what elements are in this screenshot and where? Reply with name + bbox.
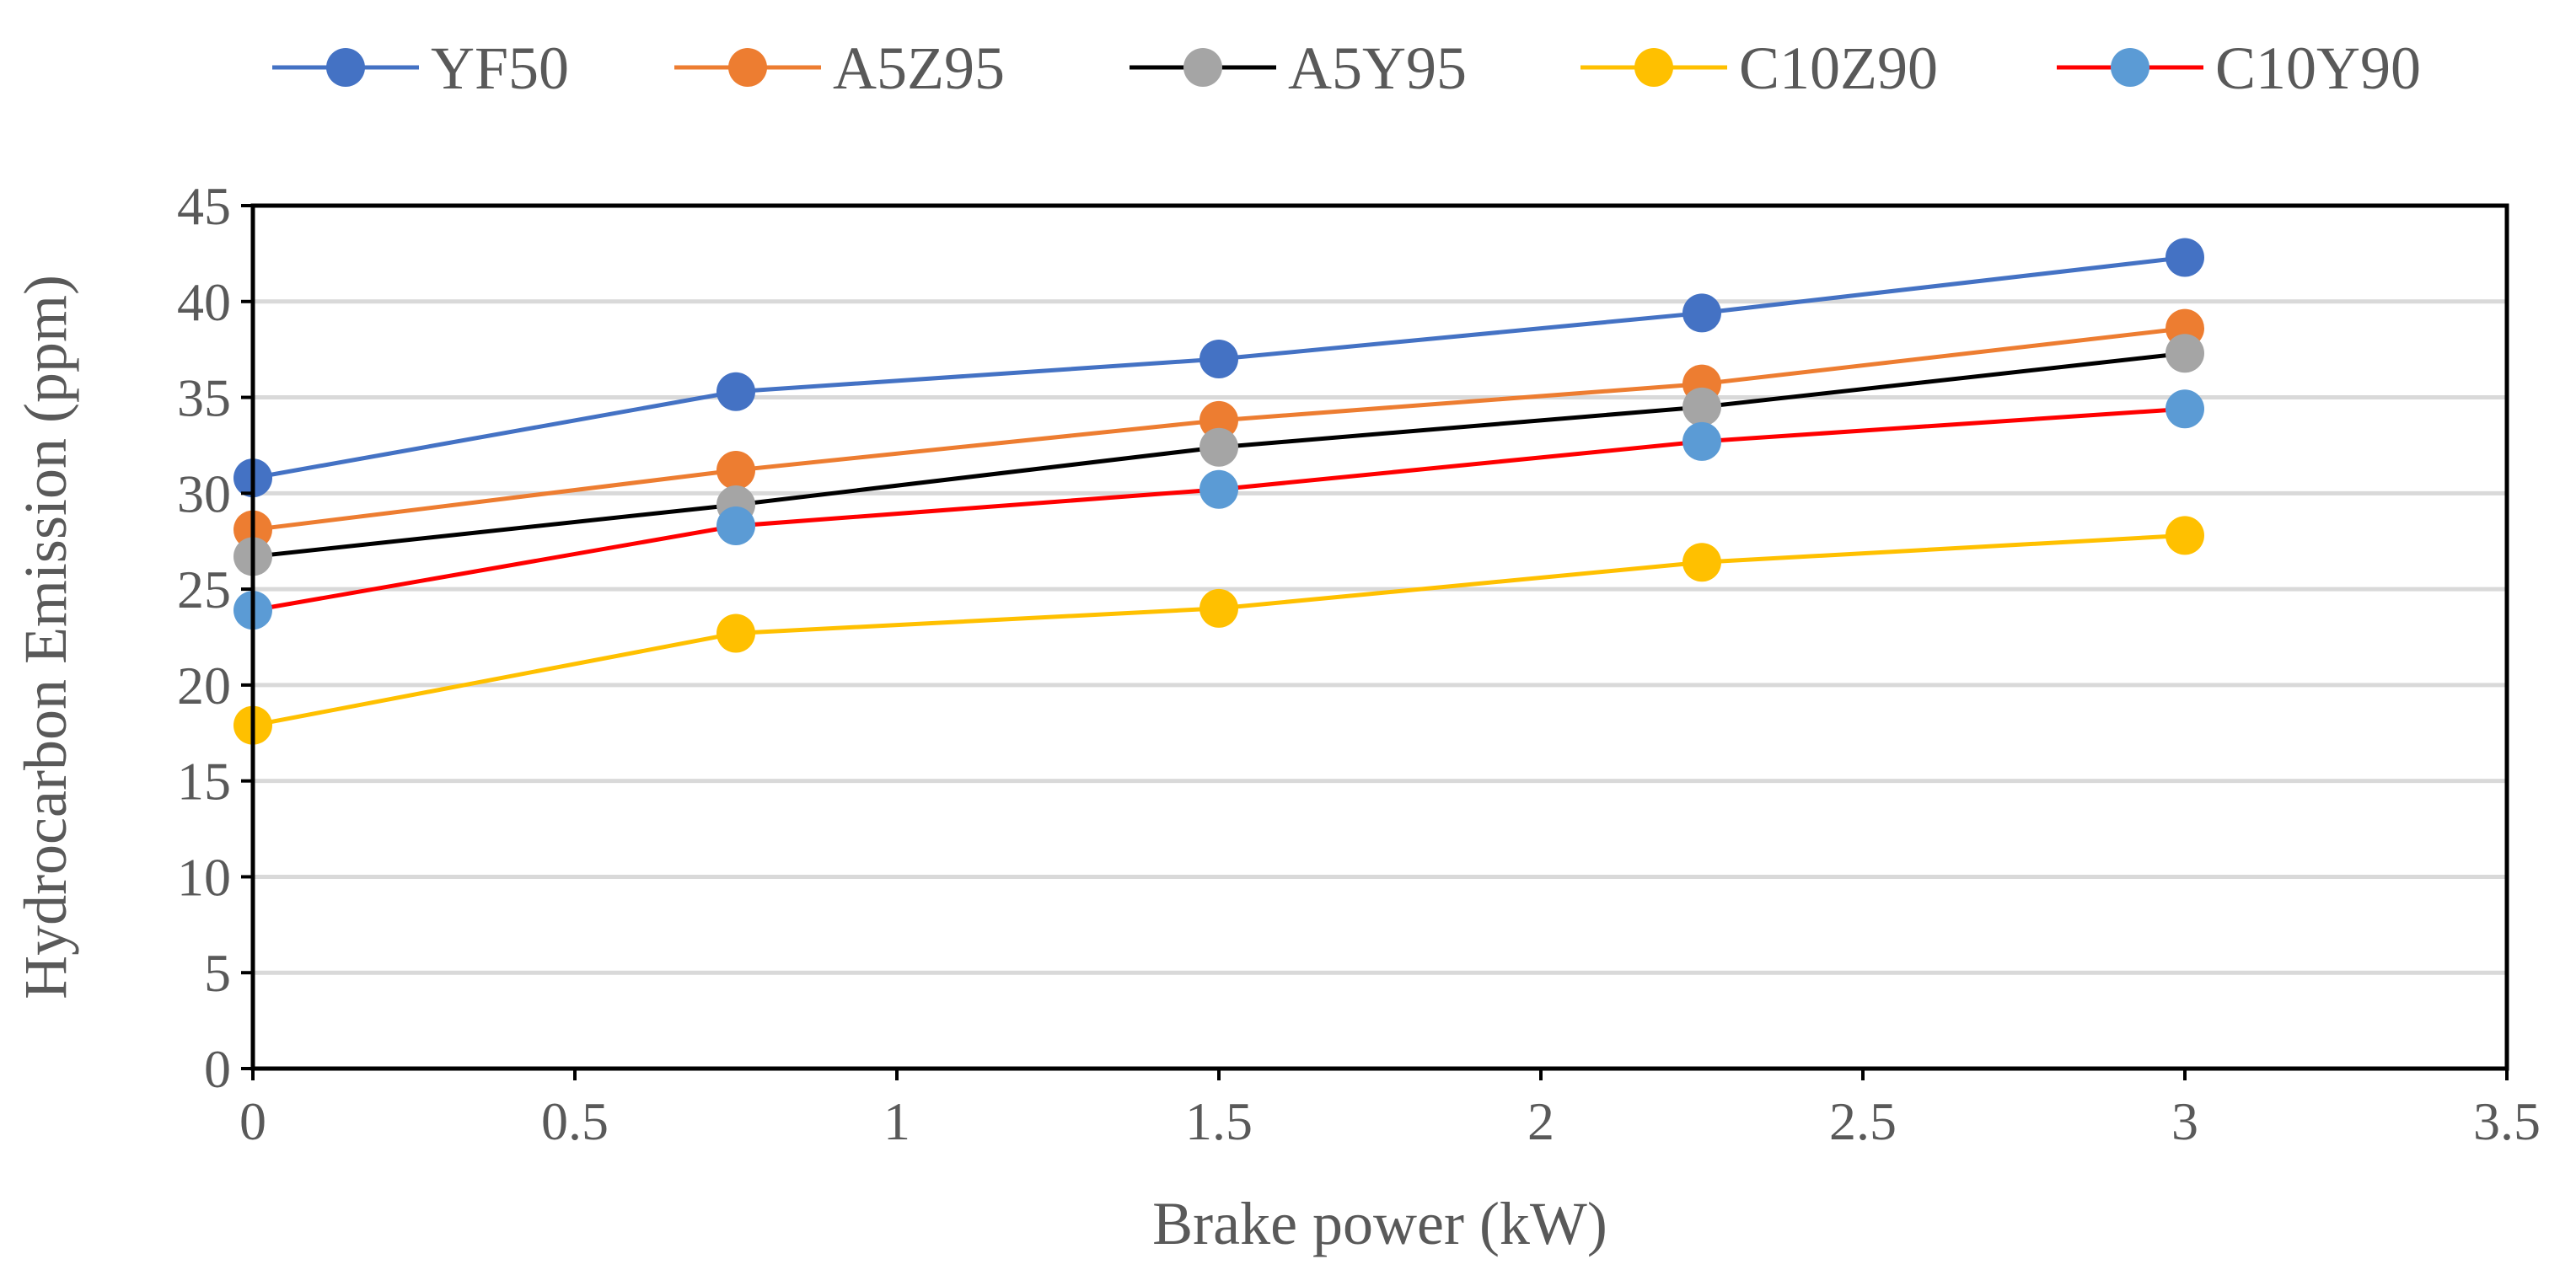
axis-ticks: 0 5 10 15 20 25 30 35 40 45 0 0.5 1 1.5 2 2.5 3 3.5 — [177, 176, 2541, 1151]
data-point-c10y90 — [1682, 421, 1721, 461]
data-point-yf50 — [1682, 293, 1721, 333]
legend-item-c10y90: C10Y90 — [2057, 35, 2421, 102]
data-point-a5z95 — [716, 451, 755, 490]
data-point-yf50 — [716, 372, 755, 411]
legend-label: YF50 — [431, 35, 569, 102]
y-tick-label: 0 — [204, 1039, 231, 1099]
legend: YF50 A5Z95 A5Y95 C10Z90 C10Y90 — [272, 35, 2421, 102]
legend-marker-swatch — [2111, 48, 2149, 87]
x-tick-label: 3.5 — [2473, 1091, 2541, 1151]
series-c10z90 — [233, 516, 2204, 745]
data-point-c10y90 — [2165, 389, 2204, 429]
x-tick-label: 1 — [883, 1091, 910, 1151]
y-axis-title: Hydrocarbon Emission (ppm) — [12, 275, 79, 999]
data-point-a5y95 — [1199, 427, 1238, 467]
x-tick-label: 2 — [1527, 1091, 1554, 1151]
x-tick-label: 1.5 — [1185, 1091, 1253, 1151]
y-tick-label: 30 — [177, 463, 231, 523]
x-tick-label: 0 — [239, 1091, 266, 1151]
data-point-a5y95 — [1682, 387, 1721, 426]
data-point-c10z90 — [2165, 516, 2204, 555]
data-point-c10y90 — [716, 506, 755, 546]
legend-label: A5Y95 — [1288, 35, 1467, 102]
plot-area-frame — [250, 203, 2509, 1071]
legend-marker-swatch — [326, 48, 365, 87]
y-tick-label: 45 — [177, 176, 231, 236]
series-group — [233, 238, 2204, 745]
x-axis-title: Brake power (kW) — [1152, 1190, 1607, 1257]
legend-item-c10z90: C10Z90 — [1580, 35, 1938, 102]
x-tick-label: 2.5 — [1829, 1091, 1897, 1151]
legend-label: C10Y90 — [2215, 35, 2421, 102]
y-tick-label: 10 — [177, 847, 231, 907]
data-point-yf50 — [2165, 238, 2204, 277]
series-yf50 — [233, 238, 2204, 498]
y-tick-label: 5 — [204, 943, 231, 1003]
y-tick-label: 40 — [177, 272, 231, 332]
legend-label: A5Z95 — [833, 35, 1005, 102]
data-point-yf50 — [1199, 340, 1238, 379]
legend-label: C10Z90 — [1739, 35, 1938, 102]
data-point-c10z90 — [1682, 543, 1721, 582]
x-tick-label: 3 — [2171, 1091, 2198, 1151]
data-point-a5z95 — [1199, 400, 1238, 440]
legend-item-a5z95: A5Z95 — [674, 35, 1005, 102]
y-tick-label: 25 — [177, 560, 231, 619]
series-c10y90 — [233, 389, 2204, 630]
y-tick-label: 20 — [177, 656, 231, 715]
legend-item-yf50: YF50 — [272, 35, 569, 102]
data-point-c10z90 — [1199, 588, 1238, 628]
legend-marker-swatch — [728, 48, 767, 87]
data-point-c10y90 — [1199, 469, 1238, 509]
x-tick-label: 0.5 — [541, 1091, 609, 1151]
data-point-c10z90 — [716, 614, 755, 653]
legend-marker-swatch — [1183, 48, 1222, 87]
y-tick-label: 15 — [177, 752, 231, 812]
data-point-a5y95 — [2165, 334, 2204, 373]
series-line-c10z90 — [252, 533, 2186, 728]
legend-marker-swatch — [1634, 48, 1673, 87]
gridlines — [253, 299, 2507, 975]
y-tick-label: 35 — [177, 368, 231, 428]
legend-item-a5y95: A5Y95 — [1130, 35, 1467, 102]
